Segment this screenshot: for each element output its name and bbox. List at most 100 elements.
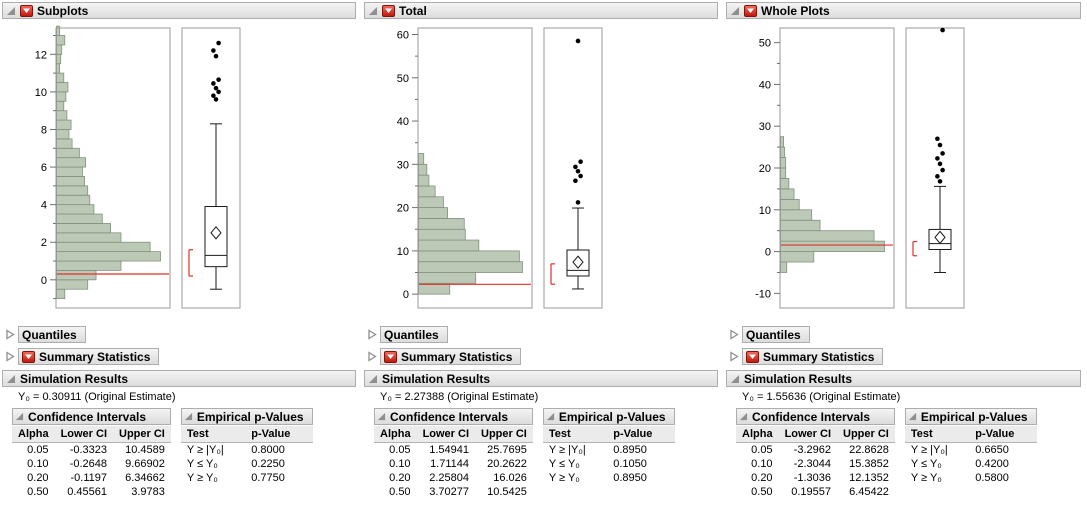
outline-header-simulation-results[interactable]: Simulation Results <box>364 370 718 387</box>
collapse-collapsed-icon[interactable] <box>729 351 739 362</box>
table-cell: 3.9783 <box>131 486 165 498</box>
menu-down-arrow-icon <box>23 8 30 13</box>
outline-header-quantiles[interactable]: Quantiles <box>380 326 448 343</box>
confidence-intervals-label: Confidence Intervals <box>752 409 871 424</box>
confidence-intervals-block: Confidence Intervals Alpha Lower CI Uppe… <box>12 408 171 499</box>
collapse-expanded-icon[interactable] <box>546 412 555 421</box>
outline-header-summary-statistics[interactable]: Summary Statistics <box>380 348 522 365</box>
quantiles-row: Quantiles <box>729 326 1083 343</box>
col-p-value: p-Value <box>245 426 313 443</box>
collapse-collapsed-icon[interactable] <box>367 351 377 362</box>
outline-header-confidence-intervals[interactable]: Confidence Intervals <box>12 408 171 425</box>
distribution-histogram-boxplot[interactable]: 0 10 20 30 40 50 60 <box>364 19 720 321</box>
collapse-expanded-icon[interactable] <box>368 6 378 16</box>
svg-text:50: 50 <box>759 38 771 50</box>
svg-text:20: 20 <box>759 163 771 175</box>
svg-text:30: 30 <box>759 121 771 133</box>
table-cell: 0.05 <box>27 444 49 456</box>
table-row: 0.10 -2.3044 15.3852 <box>736 457 895 471</box>
outline-header-total[interactable]: Total <box>364 2 718 19</box>
outline-header-quantiles[interactable]: Quantiles <box>742 326 810 343</box>
collapse-expanded-icon[interactable] <box>368 374 378 384</box>
table-cell: -1.3036 <box>793 472 832 484</box>
outline-header-whole-plots[interactable]: Whole Plots <box>726 2 1081 19</box>
table-cell: -0.2648 <box>69 458 108 470</box>
collapse-expanded-icon[interactable] <box>6 374 16 384</box>
table-cell: 15.3852 <box>849 458 889 470</box>
summary-statistics-row: Summary Statistics <box>5 348 358 365</box>
table-row: Y ≥ Y₀ 0.8950 <box>543 471 675 485</box>
table-cell: 0.05 <box>389 444 411 456</box>
red-triangle-menu-button[interactable] <box>22 350 35 363</box>
collapse-expanded-icon[interactable] <box>15 412 24 421</box>
table-cell: 10.5425 <box>487 486 527 498</box>
red-triangle-menu-button[interactable] <box>20 4 33 17</box>
table-row: 0.05 -0.3323 10.4589 <box>12 443 171 458</box>
svg-text:6: 6 <box>41 162 47 174</box>
svg-text:30: 30 <box>397 159 409 171</box>
outline-header-simulation-results[interactable]: Simulation Results <box>2 370 356 387</box>
simulation-tables: Confidence Intervals Alpha Lower CI Uppe… <box>374 408 720 499</box>
collapse-collapsed-icon[interactable] <box>367 329 377 340</box>
red-triangle-menu-button[interactable] <box>384 350 397 363</box>
collapse-expanded-icon[interactable] <box>730 6 740 16</box>
table-header-row: Test p-Value <box>542 426 675 443</box>
collapse-collapsed-icon[interactable] <box>5 351 15 362</box>
outline-header-confidence-intervals[interactable]: Confidence Intervals <box>374 408 533 425</box>
collapse-expanded-icon[interactable] <box>6 6 16 16</box>
outline-header-empirical-p-values[interactable]: Empirical p-Values <box>180 408 313 425</box>
simulation-tables: Confidence Intervals Alpha Lower CI Uppe… <box>736 408 1083 499</box>
outline-header-subplots[interactable]: Subplots <box>2 2 356 19</box>
confidence-intervals-block: Confidence Intervals Alpha Lower CI Uppe… <box>374 408 533 499</box>
quantiles-label: Quantiles <box>746 327 801 342</box>
col-lower-ci: Lower CI <box>416 426 476 443</box>
quantiles-row: Quantiles <box>5 326 358 343</box>
red-triangle-menu-button[interactable] <box>744 4 757 17</box>
table-cell: Y ≤ Y₀ <box>548 458 580 470</box>
outline-header-summary-statistics[interactable]: Summary Statistics <box>18 348 160 365</box>
collapse-expanded-icon[interactable] <box>377 412 386 421</box>
simulation-results-label: Simulation Results <box>744 371 853 386</box>
outline-header-quantiles[interactable]: Quantiles <box>18 326 86 343</box>
svg-text:10: 10 <box>35 87 47 99</box>
outline-header-confidence-intervals[interactable]: Confidence Intervals <box>736 408 895 425</box>
collapse-expanded-icon[interactable] <box>184 412 193 421</box>
table-row: Y ≥ |Y₀| 0.8000 <box>181 443 313 458</box>
svg-text:10: 10 <box>759 205 771 217</box>
distribution-histogram-boxplot[interactable]: 0 2 4 6 8 10 12 <box>2 19 358 321</box>
red-triangle-menu-button[interactable] <box>746 350 759 363</box>
confidence-intervals-label: Confidence Intervals <box>390 409 509 424</box>
menu-down-arrow-icon <box>25 354 32 359</box>
outline-header-empirical-p-values[interactable]: Empirical p-Values <box>904 408 1037 425</box>
distribution-histogram-boxplot[interactable]: -10 0 10 20 30 40 50 <box>726 19 1083 321</box>
menu-down-arrow-icon <box>749 354 756 359</box>
empirical-p-values-label: Empirical p-Values <box>196 409 304 424</box>
simulation-results-label: Simulation Results <box>382 371 491 386</box>
table-cell: Y ≥ Y₀ <box>548 472 580 484</box>
table-header-row: Test p-Value <box>904 426 1037 443</box>
collapse-expanded-icon[interactable] <box>908 412 917 421</box>
table-cell: 6.45422 <box>849 486 889 498</box>
collapse-expanded-icon[interactable] <box>730 374 740 384</box>
empirical-p-values-label: Empirical p-Values <box>920 409 1028 424</box>
table-cell: Y ≥ |Y₀| <box>910 444 948 456</box>
table-cell: 0.8950 <box>613 444 647 456</box>
table-cell: 1.54941 <box>429 444 470 456</box>
collapse-collapsed-icon[interactable] <box>5 329 15 340</box>
table-row: 0.20 -0.1197 6.34662 <box>12 471 171 485</box>
panel-title: Whole Plots <box>761 3 830 18</box>
table-header-row: Alpha Lower CI Upper CI <box>12 426 171 443</box>
red-triangle-menu-button[interactable] <box>382 4 395 17</box>
table-row: Y ≤ Y₀ 0.2250 <box>181 457 313 471</box>
table-cell: Y ≥ Y₀ <box>186 472 218 484</box>
outline-header-simulation-results[interactable]: Simulation Results <box>726 370 1081 387</box>
panel-title: Total <box>399 3 427 18</box>
panel-whole-plots: Whole Plots -10 0 10 20 30 40 50 Quantiles Sum… <box>724 0 1087 499</box>
outline-header-summary-statistics[interactable]: Summary Statistics <box>742 348 884 365</box>
collapse-collapsed-icon[interactable] <box>729 329 739 340</box>
svg-text:20: 20 <box>397 203 409 215</box>
outline-header-empirical-p-values[interactable]: Empirical p-Values <box>542 408 675 425</box>
menu-down-arrow-icon <box>385 8 392 13</box>
collapse-expanded-icon[interactable] <box>739 412 748 421</box>
svg-text:2: 2 <box>41 237 47 249</box>
